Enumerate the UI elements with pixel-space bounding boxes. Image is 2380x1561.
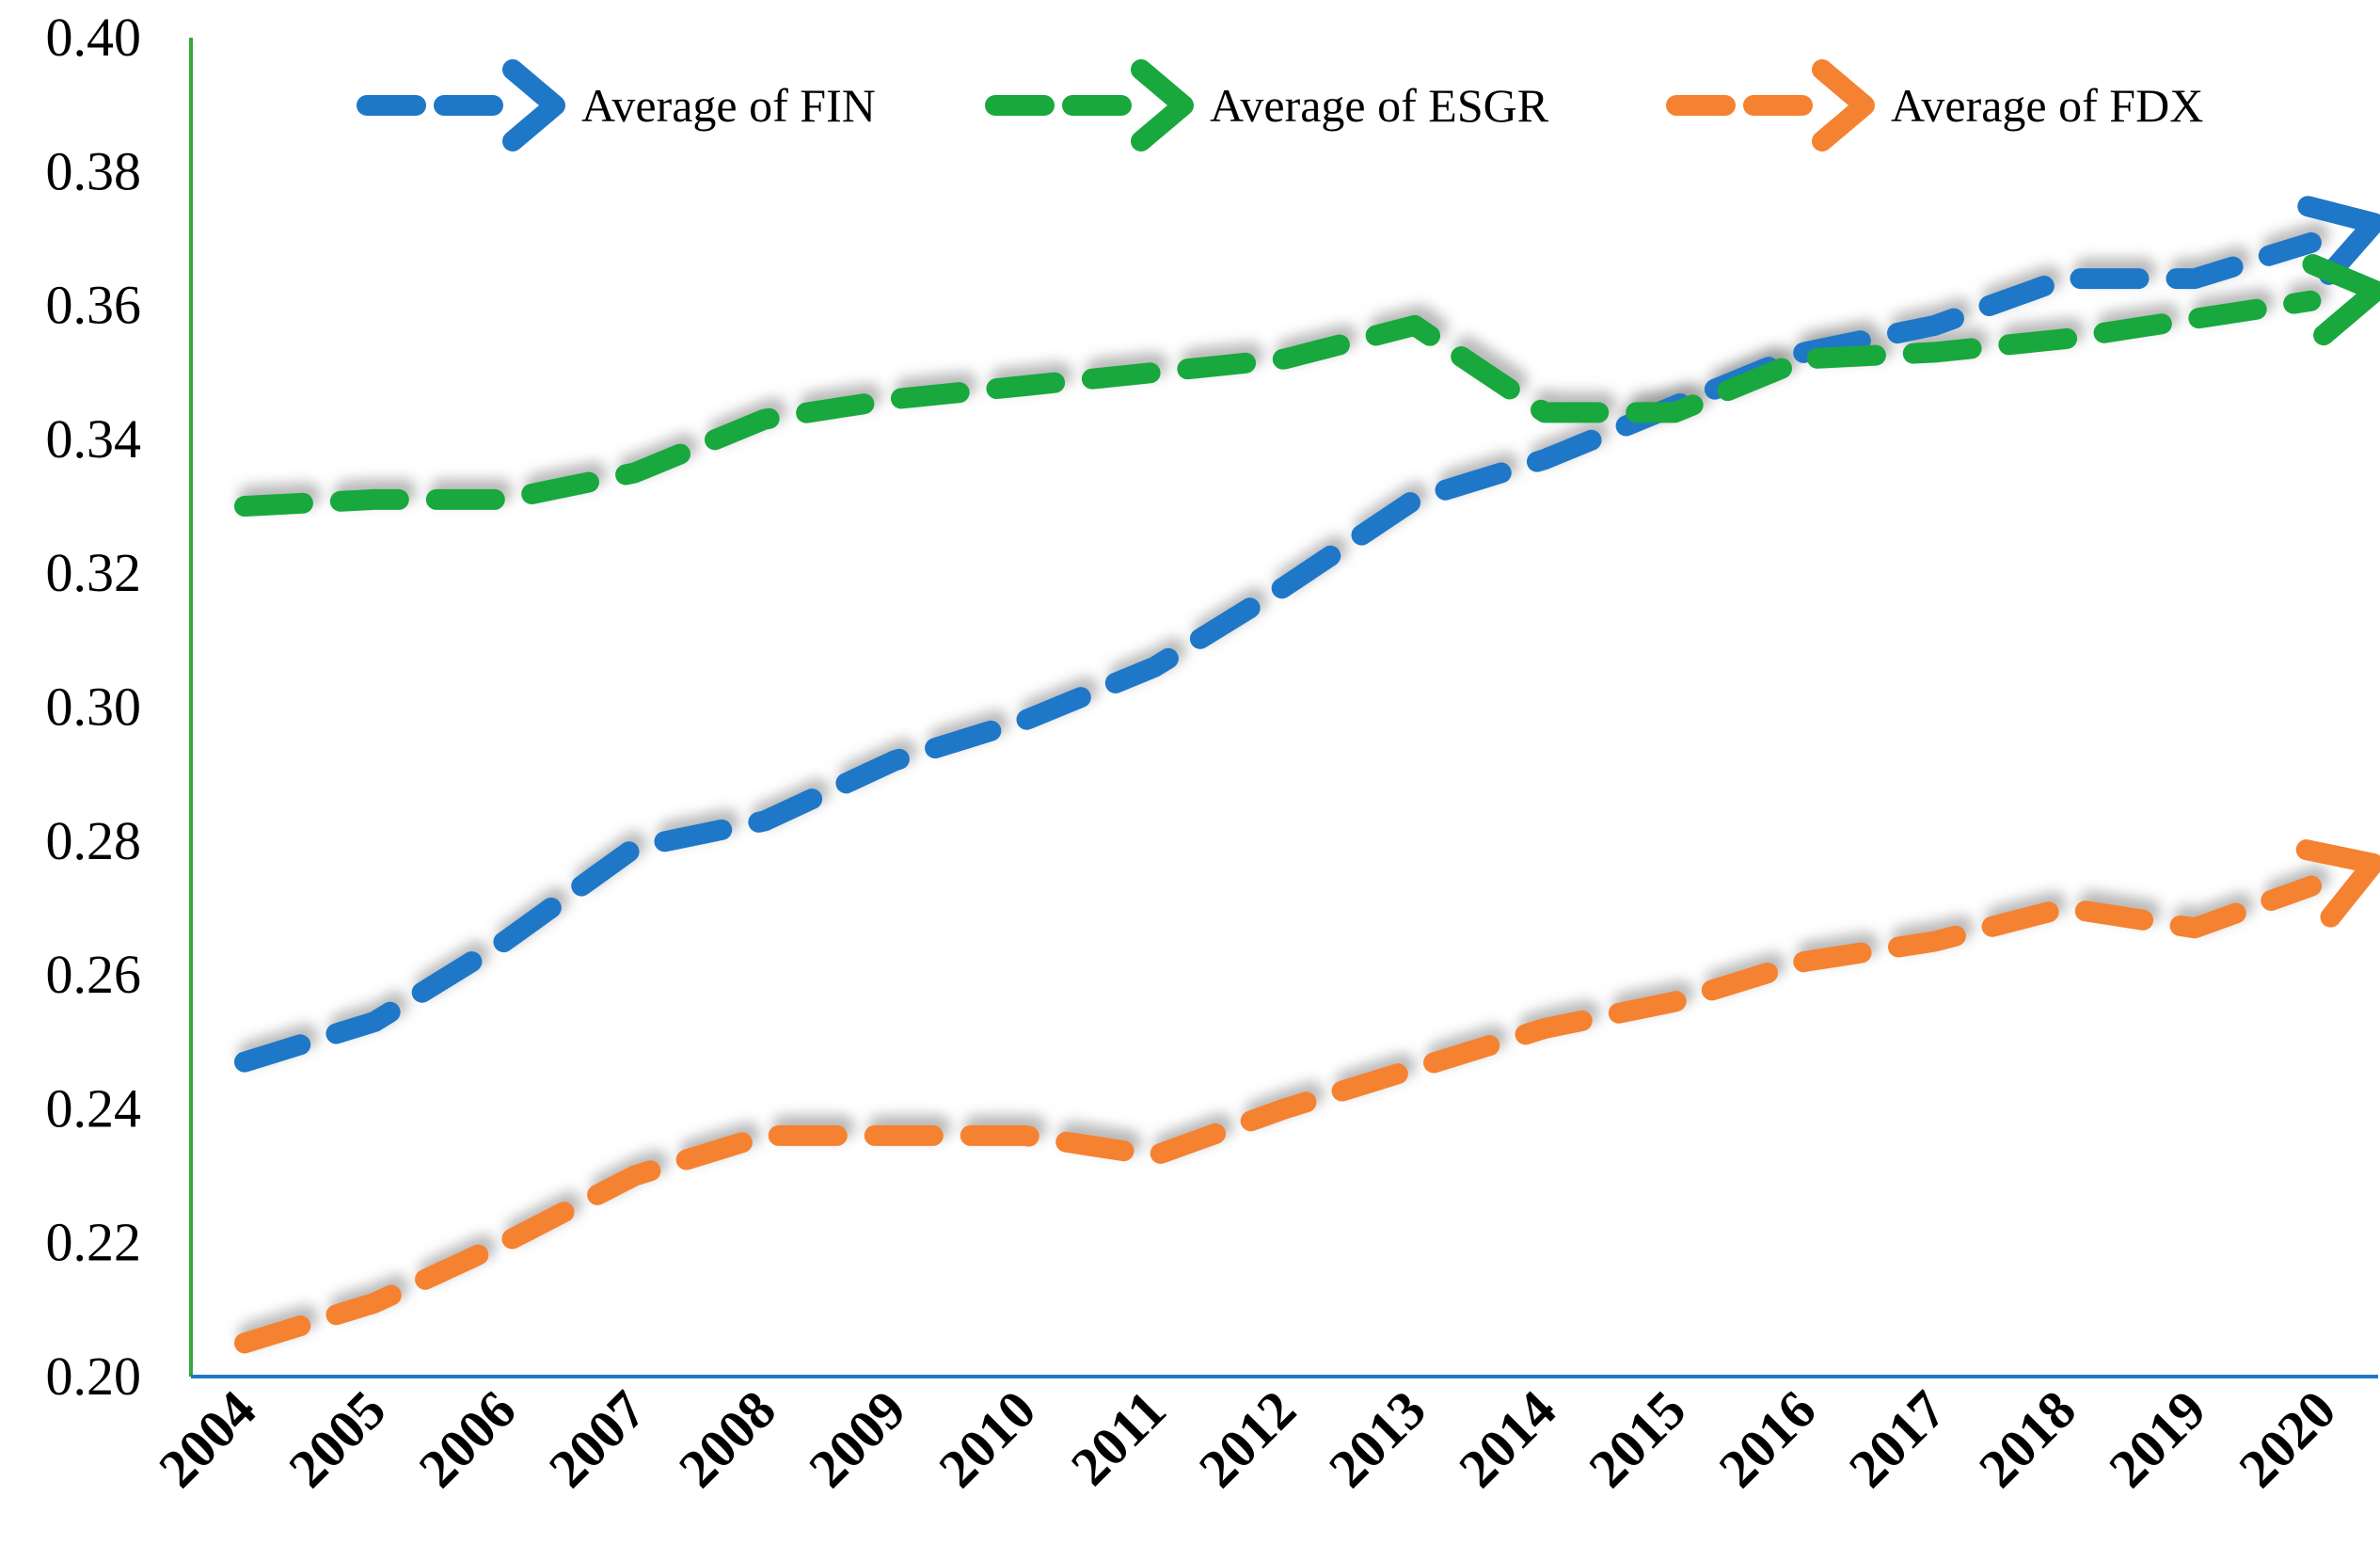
x-tick-label: 2012 — [1187, 1378, 1308, 1499]
x-tick-label: 2005 — [277, 1378, 397, 1499]
legend-label: Average of FIN — [581, 79, 876, 132]
y-tick-label: 0.32 — [46, 542, 142, 603]
y-tick-label: 0.26 — [46, 944, 142, 1005]
x-tick-label: 2011 — [1059, 1378, 1178, 1497]
y-tick-label: 0.30 — [46, 677, 142, 738]
x-tick-label: 2017 — [1837, 1378, 1958, 1499]
legend: Average of FIN Average of ESGR Average of … — [367, 70, 2203, 141]
y-tick-label: 0.22 — [46, 1212, 142, 1273]
series-lines — [245, 206, 2376, 1343]
y-axis-ticks: 0.20 0.22 0.24 0.26 0.28 0.30 0.32 0.34 0.36 0.38… — [46, 7, 142, 1407]
x-tick-label: 2010 — [927, 1378, 1047, 1499]
legend-label: Average of ESGR — [1210, 79, 1549, 132]
series-line-2 — [245, 886, 2311, 1344]
legend-swatch-arrow — [1141, 70, 1183, 141]
x-tick-label: 2015 — [1577, 1378, 1697, 1499]
legend-swatch-arrow — [1822, 70, 1864, 141]
x-tick-label: 2007 — [537, 1378, 658, 1499]
x-tick-label: 2004 — [147, 1378, 267, 1499]
series-shadows — [250, 234, 2317, 1335]
y-tick-label: 0.36 — [46, 275, 142, 336]
x-tick-label: 2016 — [1707, 1378, 1828, 1499]
x-tick-label: 2013 — [1317, 1378, 1437, 1499]
x-tick-label: 2008 — [667, 1378, 787, 1499]
y-tick-label: 0.24 — [46, 1077, 142, 1139]
x-tick-label: 2018 — [1967, 1378, 2087, 1499]
y-tick-label: 0.40 — [46, 7, 142, 68]
y-tick-label: 0.38 — [46, 140, 142, 201]
legend-swatch-arrow — [513, 70, 555, 141]
series-shadow — [250, 293, 2316, 498]
x-tick-label: 2020 — [2227, 1378, 2347, 1499]
x-tick-label: 2019 — [2097, 1378, 2217, 1499]
y-tick-label: 0.20 — [46, 1346, 142, 1407]
x-tick-label: 2009 — [797, 1378, 917, 1499]
legend-label: Average of FDX — [1891, 79, 2203, 132]
y-tick-label: 0.34 — [46, 408, 142, 470]
y-tick-label: 0.28 — [46, 810, 142, 871]
x-tick-label: 2006 — [407, 1378, 528, 1499]
x-tick-label: 2014 — [1447, 1378, 1567, 1499]
